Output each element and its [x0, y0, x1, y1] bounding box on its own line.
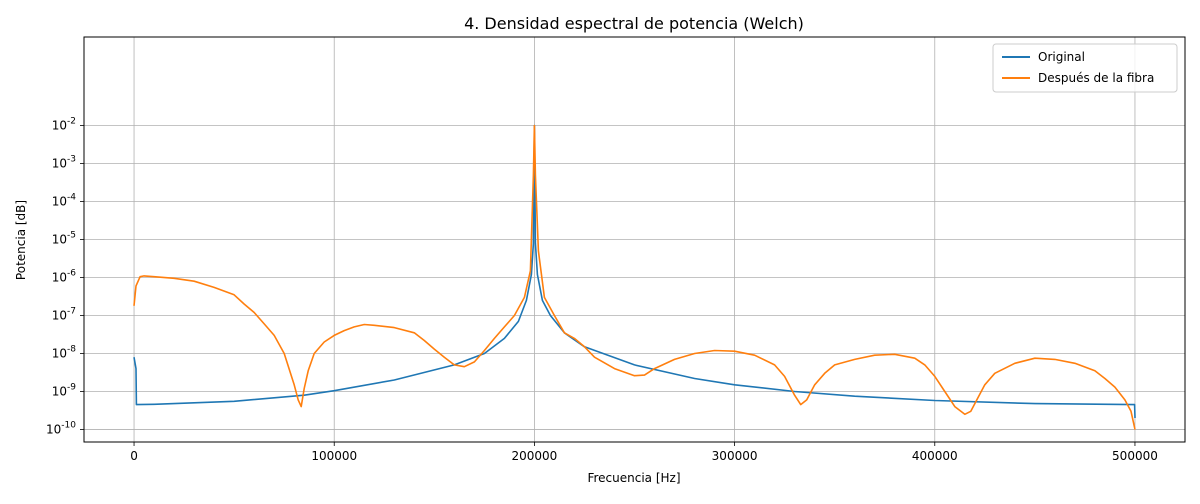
y-tick-label: 10-10 — [46, 420, 76, 436]
legend-label-despues-de-la-fibra: Después de la fibra — [1038, 71, 1154, 85]
y-tick-label: 10-7 — [52, 306, 76, 322]
y-tick-label: 10-2 — [52, 117, 76, 133]
x-axis: 0 100000 200000 300000 400000 500000 — [130, 442, 1158, 463]
x-tick-label: 200000 — [512, 449, 558, 463]
x-tick-label: 300000 — [712, 449, 758, 463]
y-tick-label: 10-9 — [52, 382, 77, 398]
legend-label-original: Original — [1038, 50, 1085, 64]
series-line-despues-de-la-fibra — [133, 124, 1136, 430]
x-tick-label: 400000 — [912, 449, 958, 463]
x-tick-label: 100000 — [311, 449, 357, 463]
legend-box — [992, 43, 1178, 93]
y-axis: 10-10 10-9 10-8 10-7 10-6 10-5 10-4 10-3 10-2 — [46, 117, 84, 436]
y-tick-label: 10-4 — [52, 193, 77, 209]
y-tick-label: 10-6 — [52, 268, 77, 284]
series-line-original — [133, 124, 1136, 419]
y-axis-label: Potencia [dB] — [14, 200, 28, 280]
x-axis-label: Frecuencia [Hz] — [587, 471, 680, 485]
legend: Original Después de la fibra — [992, 43, 1178, 93]
x-tick-label: 0 — [130, 449, 138, 463]
chart-title: 4. Densidad espectral de potencia (Welch… — [464, 14, 804, 33]
y-tick-label: 10-5 — [52, 231, 76, 247]
grid — [84, 37, 1185, 442]
x-tick-label: 500000 — [1112, 449, 1158, 463]
series-group — [133, 124, 1136, 430]
y-tick-label: 10-8 — [52, 344, 77, 360]
y-tick-label: 10-3 — [52, 155, 76, 171]
